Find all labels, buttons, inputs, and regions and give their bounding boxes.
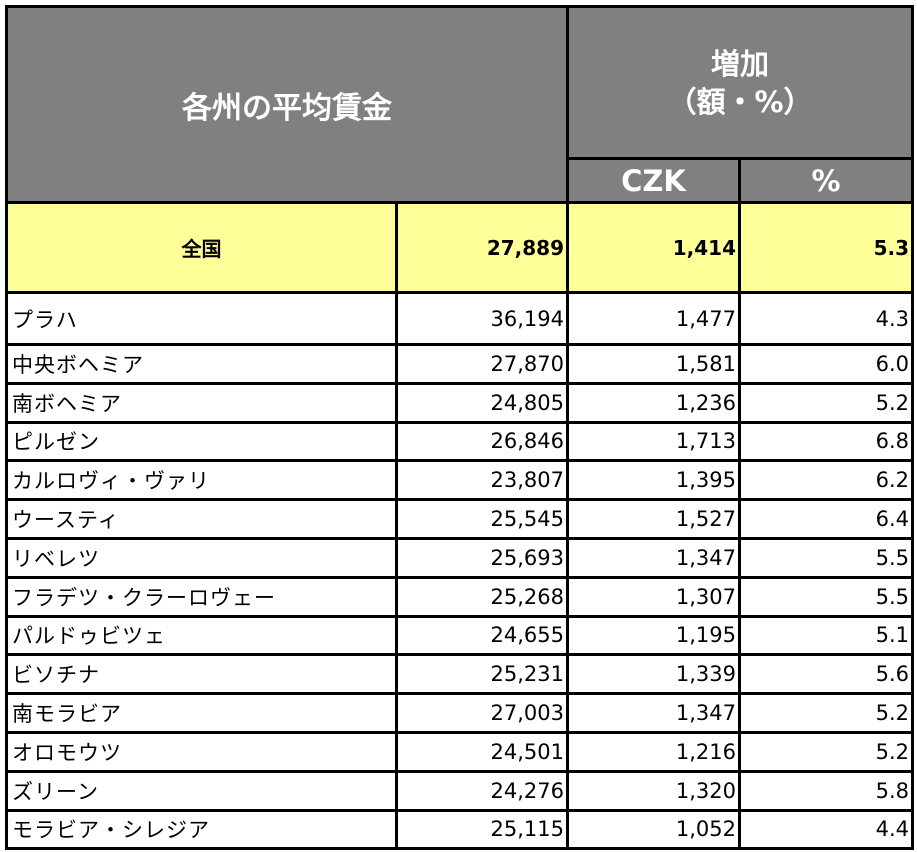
increase-czk: 1,195 [566,614,741,657]
average-wage: 27,870 [395,343,569,385]
increase-czk: 1,216 [566,730,741,773]
increase-header: 増加 （額・%） [566,5,914,160]
increase-percent: 5.2 [738,692,914,734]
percent-column-header: % [738,157,914,204]
table-row: 中央ボヘミア 27,870 1,581 6.0 [5,343,914,385]
region-name: 全国 [5,201,398,294]
table-row: プラハ 36,194 1,477 4.3 [5,291,914,346]
increase-czk: 1,307 [566,575,741,618]
region-name: カルロヴィ・ヴァリ [5,459,398,502]
increase-percent: 6.0 [738,343,914,385]
region-name: モラビア・シレジア [5,808,398,851]
increase-czk: 1,347 [566,692,741,734]
table-row: フラデツ・クラーロヴェー 25,268 1,307 5.5 [5,575,914,618]
average-wage: 27,003 [395,692,569,734]
average-wage: 24,276 [395,769,569,812]
increase-czk: 1,052 [566,808,741,851]
average-wage: 36,194 [395,291,569,346]
increase-percent: 5.2 [738,381,914,424]
increase-czk: 1,347 [566,536,741,579]
table-row: ピルゼン 26,846 1,713 6.8 [5,420,914,463]
region-name: ズリーン [5,769,398,812]
average-wage: 24,501 [395,730,569,773]
average-wage: 25,115 [395,808,569,851]
average-wage: 25,693 [395,536,569,579]
increase-czk: 1,581 [566,343,741,385]
increase-header-line1: 増加 [710,46,769,81]
table-row: オロモウツ 24,501 1,216 5.2 [5,730,914,773]
increase-percent: 4.4 [738,808,914,851]
region-name: フラデツ・クラーロヴェー [5,575,398,618]
increase-czk: 1,320 [566,769,741,812]
increase-czk: 1,236 [566,381,741,424]
table-row: リベレツ 25,693 1,347 5.5 [5,536,914,579]
increase-percent: 6.4 [738,498,914,540]
region-name: プラハ [5,291,398,346]
region-name: 中央ボヘミア [5,343,398,385]
average-wage: 25,545 [395,498,569,540]
increase-percent: 5.3 [738,201,914,294]
table-row: 南ボヘミア 24,805 1,236 5.2 [5,381,914,424]
region-name: ウースティ [5,498,398,540]
average-wage: 25,231 [395,653,569,696]
table-row: パルドゥビツェ 24,655 1,195 5.1 [5,614,914,657]
table-row: カルロヴィ・ヴァリ 23,807 1,395 6.2 [5,459,914,502]
table-row: モラビア・シレジア 25,115 1,052 4.4 [5,808,914,851]
region-name: リベレツ [5,536,398,579]
table-row: ウースティ 25,545 1,527 6.4 [5,498,914,540]
increase-percent: 5.8 [738,769,914,812]
increase-czk: 1,477 [566,291,741,346]
region-name: ビソチナ [5,653,398,696]
average-wage: 27,889 [395,201,569,294]
increase-percent: 5.6 [738,653,914,696]
region-name: ピルゼン [5,420,398,463]
increase-header-line2: （額・%） [667,84,813,119]
region-name: 南モラビア [5,692,398,734]
average-wage: 23,807 [395,459,569,502]
average-wage: 25,268 [395,575,569,618]
czk-column-header: CZK [566,157,741,204]
table-row: ビソチナ 25,231 1,339 5.6 [5,653,914,696]
increase-percent: 5.5 [738,536,914,579]
national-row: 全国 27,889 1,414 5.3 [5,201,914,294]
average-wage: 24,655 [395,614,569,657]
average-wage: 24,805 [395,381,569,424]
region-name: オロモウツ [5,730,398,773]
wage-table: 各州の平均賃金 増加 （額・%） CZK % 全国 27,889 1,414 5… [5,5,914,851]
table-row: 南モラビア 27,003 1,347 5.2 [5,692,914,734]
increase-percent: 5.2 [738,730,914,773]
increase-czk: 1,395 [566,459,741,502]
table-title: 各州の平均賃金 [5,5,569,204]
increase-percent: 5.1 [738,614,914,657]
average-wage: 26,846 [395,420,569,463]
increase-czk: 1,339 [566,653,741,696]
increase-percent: 6.8 [738,420,914,463]
increase-percent: 4.3 [738,291,914,346]
region-name: 南ボヘミア [5,381,398,424]
increase-czk: 1,414 [566,201,741,294]
increase-percent: 6.2 [738,459,914,502]
region-name: パルドゥビツェ [5,614,398,657]
increase-czk: 1,527 [566,498,741,540]
increase-percent: 5.5 [738,575,914,618]
table-row: ズリーン 24,276 1,320 5.8 [5,769,914,812]
increase-czk: 1,713 [566,420,741,463]
